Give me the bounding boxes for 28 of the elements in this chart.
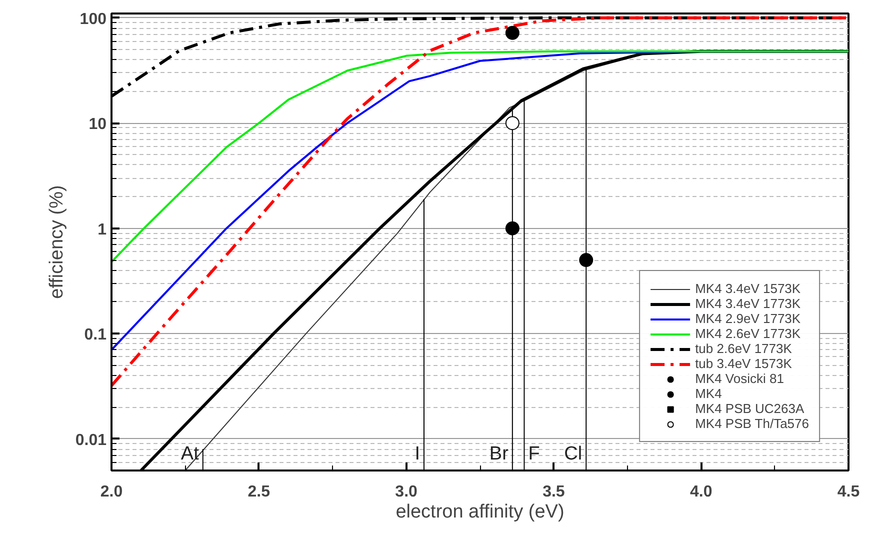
x-tick-label: 3.0 xyxy=(395,484,418,500)
y-axis-title: efficiency (%) xyxy=(46,185,68,299)
x-tick-label: 4.0 xyxy=(690,484,712,500)
legend-label: MK4 PSB UC263A xyxy=(695,401,804,416)
x-axis-title: electron affinity (eV) xyxy=(396,502,564,522)
y-tick-label: 0.1 xyxy=(84,326,107,344)
y-tick-label: 0.01 xyxy=(75,432,107,449)
series-label: At xyxy=(180,444,200,464)
series-label: Br xyxy=(489,444,510,464)
legend-label: MK4 xyxy=(695,386,722,401)
y-tick-label: 10 xyxy=(88,116,107,134)
legend-label: MK4 PSB Th/Ta576 xyxy=(695,416,809,431)
legend-label: tub 2.6eV 1773K xyxy=(695,341,792,356)
legend-label: tub 3.4eV 1573K xyxy=(695,356,792,371)
y-tick-label: 1 xyxy=(98,221,107,238)
series-label: Cl xyxy=(564,444,582,464)
legend-label: MK4 2.9eV 1773K xyxy=(695,311,801,326)
x-tick-label: 3.5 xyxy=(542,484,565,500)
series-label: I xyxy=(414,444,420,464)
x-tick-label: 2.5 xyxy=(248,484,270,500)
legend-label: MK4 Vosicki 81 xyxy=(695,371,784,386)
x-tick-label: 2.0 xyxy=(100,484,123,500)
x-tick-label: 4.5 xyxy=(837,484,860,500)
legend-label: MK4 2.6eV 1773K xyxy=(695,326,801,341)
y-tick-label: 100 xyxy=(80,10,107,28)
series-label: F xyxy=(528,444,540,464)
legend-label: MK4 3.4eV 1773K xyxy=(695,296,801,311)
legend-label: MK4 3.4eV 1573K xyxy=(695,281,801,296)
